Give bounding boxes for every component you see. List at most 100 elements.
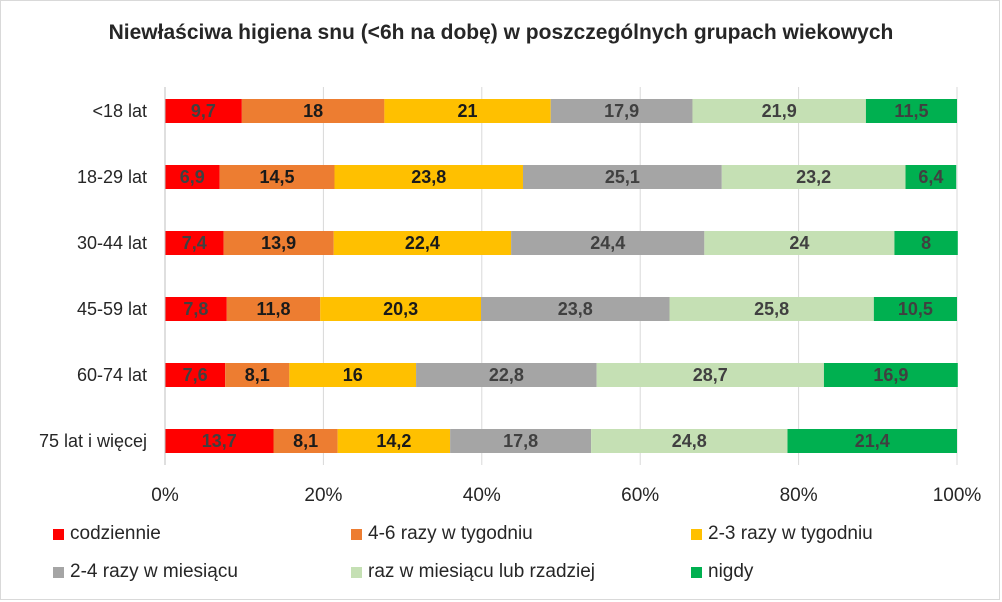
data-label: 10,5 [898,299,933,319]
bar-segment [225,363,290,387]
data-label: 24,8 [672,431,707,451]
legend-label: codziennie [70,523,161,544]
chart-title: Niewłaściwa higiena snu (<6h na dobę) w … [108,21,894,44]
legend-swatch [351,528,362,540]
data-label: 6,9 [180,167,205,187]
bar-segment [591,429,788,453]
data-label: 22,4 [405,233,440,253]
data-label: 8 [921,233,931,253]
bar-segment [450,429,592,453]
bar-segment [334,165,523,189]
legend: codziennie 4-6 razy w tygodniu 2-3 razy w … [1,519,1001,589]
bar-segment [823,363,958,387]
bar-segment [416,363,597,387]
legend-item: raz w miesiącu lub rzadziej [351,559,595,585]
data-label: 21,4 [855,431,890,451]
bar-segment [384,99,551,123]
data-label: 25,8 [754,299,789,319]
bar-segment [873,297,957,321]
data-label: 9,7 [191,101,216,121]
legend-label: 2-4 razy w miesiącu [70,561,238,582]
bar-segment [273,429,338,453]
bar-segment [692,99,866,123]
legend-label: nigdy [708,561,754,582]
bar-segment [226,297,321,321]
data-label: 23,8 [558,299,593,319]
y-category-label: 30-44 lat [77,233,147,253]
bar-segment [669,297,874,321]
legend-label: raz w miesiącu lub rzadziej [368,561,596,582]
data-label: 22,8 [489,365,524,385]
data-label: 7,6 [183,365,208,385]
legend-label: 2-3 razy w tygodniu [708,523,873,544]
y-category-label: <18 lat [92,101,147,121]
bar-segment [550,99,693,123]
bar-segment [481,297,670,321]
data-label: 21,9 [762,101,797,121]
legend-swatch [53,528,64,540]
x-tick-label: 0% [151,485,179,506]
bar-segment [165,297,227,321]
data-label: 11,8 [256,299,290,319]
x-tick-label: 100% [933,485,982,506]
legend-swatch [691,566,702,578]
legend-item: nigdy [691,559,753,585]
legend-swatch [53,566,64,578]
legend-swatch [691,528,702,540]
bar-segment [320,297,482,321]
data-label: 13,7 [202,431,237,451]
legend-item: 4-6 razy w tygodniu [351,521,533,547]
y-category-label: 45-59 lat [77,299,147,319]
data-label: 17,9 [604,101,639,121]
bar-segment [219,165,335,189]
data-label: 6,4 [918,167,943,187]
bar-segment [223,231,334,255]
data-label: 28,7 [693,365,728,385]
bar-segment [522,165,722,189]
x-tick-label: 80% [780,485,818,506]
bar-segment [905,165,957,189]
bar-segment [165,231,224,255]
data-label: 8,1 [293,431,318,451]
bar-segment [165,429,274,453]
data-label: 20,3 [383,299,418,319]
bar-segment [165,165,220,189]
bar-segment [511,231,705,255]
data-label: 18 [303,101,323,121]
data-label: 21 [458,101,478,121]
data-label: 13,9 [261,233,296,253]
data-label: 24 [789,233,809,253]
data-label: 16,9 [873,365,908,385]
legend-item: 2-4 razy w miesiącu [53,559,238,585]
bar-segment [704,231,895,255]
data-label: 24,4 [590,233,625,253]
legend-label: 4-6 razy w tygodniu [368,523,533,544]
bar-segment [165,99,242,123]
bar-segment [787,429,957,453]
y-category-label: 60-74 lat [77,365,147,385]
data-label: 14,2 [376,431,411,451]
data-label: 8,1 [245,365,270,385]
data-label: 7,8 [183,299,208,319]
bar-segment [596,363,824,387]
data-label: 11,5 [894,101,928,121]
legend-swatch [351,566,362,578]
legend-item: 2-3 razy w tygodniu [691,521,873,547]
y-category-label: 75 lat i więcej [39,431,147,451]
data-label: 25,1 [605,167,640,187]
data-label: 17,8 [503,431,538,451]
bar-segment [721,165,906,189]
legend-item: codziennie [53,521,161,547]
bar-segment [337,429,451,453]
bar-segment [289,363,417,387]
x-tick-label: 40% [463,485,501,506]
x-tick-label: 20% [304,485,342,506]
bar-segment [894,231,958,255]
bar-segment [165,363,226,387]
bar-segment [241,99,385,123]
bar-segment [333,231,512,255]
data-label: 23,2 [796,167,831,187]
y-category-label: 18-29 lat [77,167,147,187]
data-label: 23,8 [411,167,446,187]
